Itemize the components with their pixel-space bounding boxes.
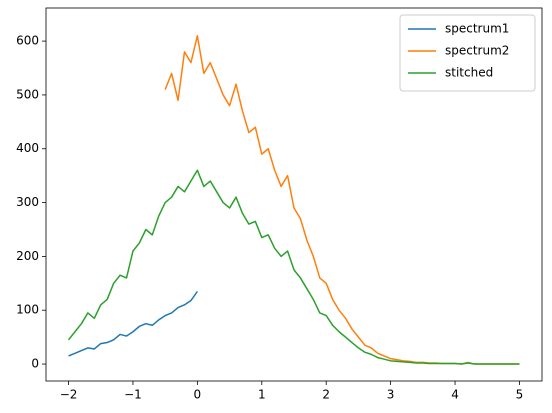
axes-frame (45, 7, 543, 382)
y-tick-label: 200 (16, 249, 39, 263)
x-tick-label: 5 (516, 388, 524, 402)
y-tick-label: 0 (31, 357, 39, 371)
x-tick-label: 4 (451, 388, 459, 402)
legend-label: spectrum2 (445, 44, 509, 58)
x-tick-label: −1 (124, 388, 142, 402)
y-tick-label: 100 (16, 303, 39, 317)
y-tick-label: 300 (16, 195, 39, 209)
y-tick-label: 600 (16, 34, 39, 48)
x-tick-label: 0 (194, 388, 202, 402)
x-tick-label: 2 (322, 388, 330, 402)
x-tick-label: −2 (60, 388, 78, 402)
legend-box (399, 14, 536, 92)
y-tick-label: 400 (16, 141, 39, 155)
series-line (68, 290, 198, 357)
legend-label: stitched (445, 66, 493, 80)
x-tick-label: 3 (387, 388, 395, 402)
series-line (67, 169, 520, 365)
y-tick-label: 500 (16, 87, 39, 101)
legend-label: spectrum1 (445, 22, 509, 36)
x-tick-label: 1 (258, 388, 266, 402)
